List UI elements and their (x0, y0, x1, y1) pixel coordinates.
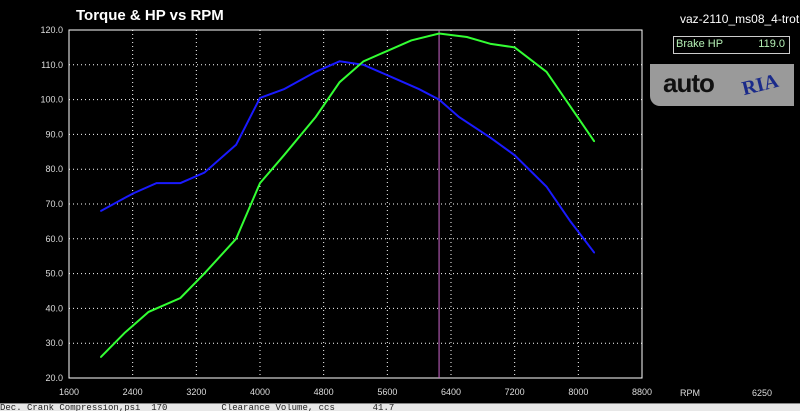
data-point-1 (569, 105, 572, 108)
data-point-0 (394, 77, 397, 80)
data-point-1 (179, 297, 182, 299)
data-point-1 (147, 311, 150, 313)
data-point-1 (100, 356, 102, 358)
data-point-0 (155, 182, 158, 184)
y-tick-label: 60.0 (45, 234, 63, 244)
data-point-1 (438, 32, 440, 35)
cursor-rpm-value: 6250 (752, 388, 772, 398)
data-point-1 (386, 50, 389, 52)
data-point-0 (418, 88, 420, 90)
data-point-0 (131, 192, 134, 195)
y-tick-label: 20.0 (45, 373, 63, 383)
series-line-0 (100, 60, 596, 254)
data-point-0 (283, 88, 285, 90)
data-point-0 (235, 144, 237, 146)
data-point-1 (489, 43, 492, 45)
data-point-1 (513, 46, 516, 49)
data-point-0 (513, 154, 516, 157)
data-point-1 (338, 81, 341, 83)
data-point-0 (314, 70, 317, 73)
data-point-1 (123, 331, 126, 334)
y-tick-label: 30.0 (45, 338, 63, 348)
y-tick-label: 70.0 (45, 199, 63, 209)
data-point-0 (338, 60, 341, 63)
data-point-1 (259, 182, 261, 184)
y-tick-label: 40.0 (45, 303, 63, 313)
y-tick-label: 100.0 (40, 95, 63, 105)
data-point-0 (259, 97, 261, 99)
data-point-0 (569, 220, 572, 223)
plot-frame (68, 29, 643, 379)
x-tick-label: 6400 (441, 387, 461, 397)
logo-ria: RIA (739, 69, 781, 101)
x-tick-label: 5600 (377, 387, 397, 397)
data-point-0 (100, 210, 102, 212)
data-point-0 (438, 98, 440, 101)
x-tick-label: 8800 (632, 387, 652, 397)
data-point-0 (203, 171, 206, 174)
data-point-1 (203, 272, 206, 275)
data-point-0 (489, 137, 492, 139)
x-tick-label: 7200 (505, 387, 525, 397)
chart-title: Torque & HP vs RPM (76, 7, 224, 24)
y-tick-label: 120.0 (40, 25, 63, 35)
x-tick-label: 4000 (250, 387, 270, 397)
data-point-1 (593, 140, 596, 143)
data-point-1 (283, 154, 285, 157)
data-point-1 (235, 238, 237, 240)
y-tick-label: 110.0 (41, 60, 63, 70)
x-tick-label: 3200 (186, 387, 206, 397)
readout-value: 119.0 (758, 38, 785, 50)
logo-auto: auto (663, 68, 715, 98)
x-tick-label: 2400 (123, 387, 143, 397)
data-point-1 (545, 70, 548, 73)
file-name: vaz-2110_ms08_4-trot (680, 12, 800, 26)
data-point-1 (362, 60, 365, 63)
data-point-1 (410, 39, 413, 42)
auto-ria-logo: auto RIA (650, 64, 794, 106)
x-axis-label: RPM (680, 388, 700, 398)
readout-label: Brake HP (676, 38, 724, 50)
y-tick-label: 80.0 (45, 164, 63, 174)
series-line-1 (100, 32, 596, 358)
x-tick-label: 1600 (59, 387, 79, 397)
data-point-1 (466, 36, 468, 38)
data-point-1 (314, 116, 317, 118)
data-point-0 (545, 185, 548, 188)
y-tick-label: 50.0 (45, 269, 63, 279)
x-tick-label: 8000 (568, 387, 588, 397)
x-tick-label: 4800 (314, 387, 334, 397)
data-point-0 (362, 64, 365, 66)
y-tick-label: 90.0 (45, 129, 63, 139)
footer-strip: Dec. Crank Compression,psi 170 Clearance… (0, 403, 800, 411)
readout-box: Brake HP 119.0 (673, 36, 790, 54)
data-point-0 (593, 251, 596, 254)
data-point-0 (179, 182, 182, 184)
data-point-0 (458, 116, 460, 118)
